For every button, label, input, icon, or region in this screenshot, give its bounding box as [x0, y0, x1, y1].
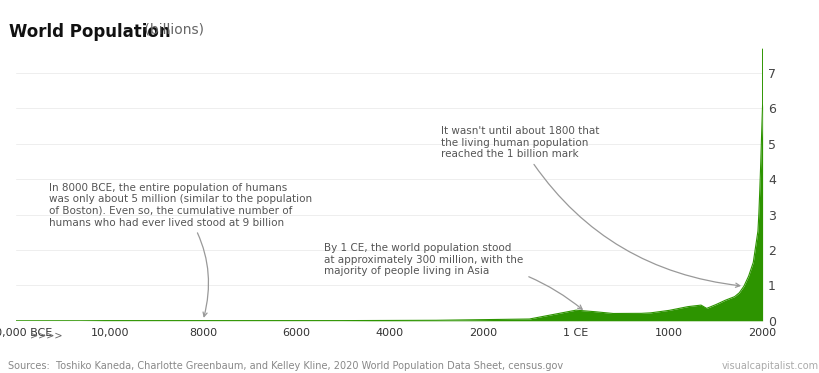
- Text: By 1 CE, the world population stood
at approximately 300 million, with the
major: By 1 CE, the world population stood at a…: [324, 243, 581, 309]
- Text: It wasn't until about 1800 that
the living human population
reached the 1 billio: It wasn't until about 1800 that the livi…: [441, 126, 739, 287]
- Text: visualcapitalist.com: visualcapitalist.com: [721, 361, 817, 371]
- Text: In 8000 BCE, the entire population of humans
was only about 5 million (similar t: In 8000 BCE, the entire population of hu…: [49, 183, 312, 317]
- Text: >>>>: >>>>: [29, 331, 62, 341]
- Text: World Population: World Population: [9, 23, 170, 41]
- Text: Sources:  Toshiko Kaneda, Charlotte Greenbaum, and Kelley Kline, 2020 World Popu: Sources: Toshiko Kaneda, Charlotte Green…: [8, 361, 563, 371]
- Text: (billions): (billions): [139, 23, 203, 37]
